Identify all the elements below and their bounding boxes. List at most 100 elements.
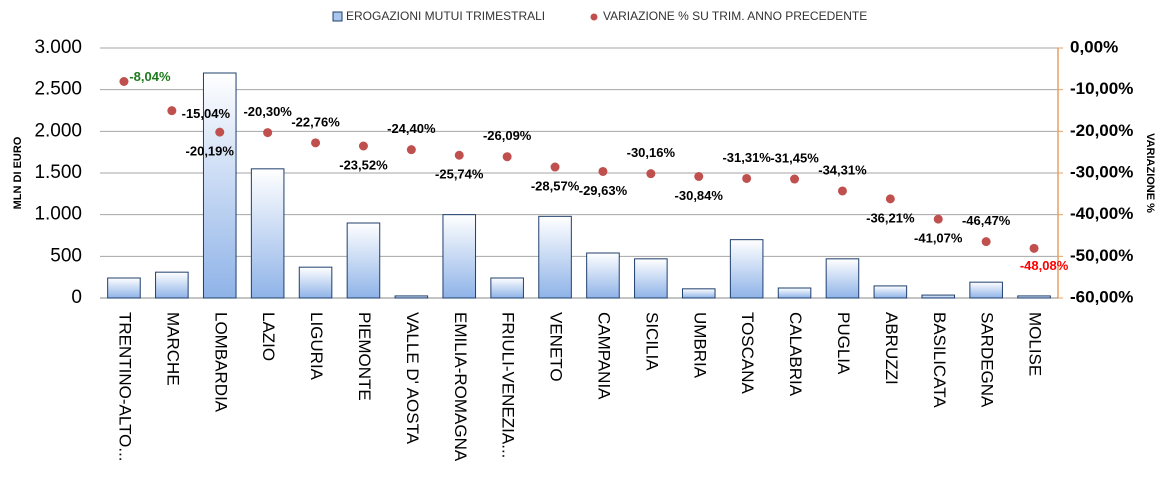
x-tick-label: VENETO [547, 312, 566, 382]
x-tick-label: PIEMONTE [355, 312, 374, 401]
x-tick-label: SARDEGNA [978, 312, 997, 408]
y2-tick-label: 0,00% [1070, 37, 1118, 56]
data-label: -41,07% [914, 231, 963, 246]
data-label: -22,76% [291, 114, 340, 129]
bar [442, 214, 477, 299]
legend-label: VARIAZIONE % SU TRIM. ANNO PRECEDENTE [603, 9, 867, 23]
y-tick-label: 2.000 [34, 120, 82, 141]
bar [1017, 295, 1051, 299]
y2-tick-label: -40,00% [1070, 204, 1133, 223]
x-tick-label: FRIULI-VENEZIA... [499, 312, 518, 458]
x-tick-label: UMBRIA [690, 312, 709, 379]
x-tick-label: CALABRIA [786, 312, 805, 397]
x-tick-label: BASILICATA [930, 312, 949, 408]
data-label: -30,16% [627, 145, 676, 160]
y2-tick-label: -50,00% [1070, 246, 1133, 265]
point [550, 162, 560, 172]
point [1029, 243, 1039, 253]
x-tick-label: CAMPANIA [594, 312, 613, 400]
bar [634, 258, 668, 299]
point [454, 150, 464, 160]
y-tick-label: 1.000 [34, 204, 82, 225]
x-tick-label: LOMBARDIA [211, 312, 230, 413]
data-label: -46,47% [962, 213, 1011, 228]
data-label: -31,31% [722, 150, 771, 165]
y-tick-label: 2.500 [34, 79, 82, 100]
bar [298, 266, 333, 299]
data-label: -34,31% [818, 162, 867, 177]
bar [681, 288, 716, 299]
y2-tick-label: -60,00% [1070, 287, 1133, 306]
x-tick-label: ABRUZZI [882, 312, 901, 385]
bar [250, 168, 285, 299]
data-label: -30,84% [675, 188, 724, 203]
point [933, 214, 943, 224]
bar [490, 277, 524, 299]
legend-label: EROGAZIONI MUTUI TRIMESTRALI [346, 9, 545, 23]
bar [825, 258, 860, 299]
bar [729, 239, 764, 299]
data-label: -23,52% [339, 157, 388, 172]
point [167, 106, 177, 116]
legend-swatch [590, 13, 598, 21]
point [598, 166, 608, 176]
data-label: -48,08% [1020, 258, 1069, 273]
x-tick-label: VALLE D' AOSTA [403, 312, 422, 445]
point [742, 173, 752, 183]
bar [969, 281, 1003, 299]
x-tick-label: MARCHE [163, 312, 182, 386]
bar [873, 285, 908, 299]
y-tick-label: 0 [71, 287, 82, 308]
point [406, 145, 416, 155]
data-label: -29,63% [579, 183, 628, 198]
x-tick-label: PUGLIA [834, 312, 853, 375]
y-tick-label: 3.000 [34, 37, 82, 58]
bar [155, 271, 189, 299]
y2-tick-label: -10,00% [1070, 79, 1133, 98]
x-tick-label: LIGURIA [307, 312, 326, 381]
point [885, 194, 895, 204]
point [119, 77, 129, 86]
data-label: -25,74% [435, 167, 484, 182]
x-tick-label: LAZIO [259, 312, 278, 361]
data-label: -20,19% [186, 144, 235, 159]
point [311, 138, 321, 148]
point [263, 128, 273, 138]
y2-tick-label: -30,00% [1070, 162, 1133, 181]
bar [107, 277, 141, 299]
data-label: -28,57% [531, 178, 580, 193]
data-label: -26,09% [483, 128, 532, 143]
point [694, 172, 704, 181]
bar [202, 72, 237, 299]
bar [921, 294, 956, 299]
bar [586, 252, 620, 299]
x-tick-label: EMILIA-ROMAGNA [451, 312, 470, 462]
point [646, 169, 656, 179]
bar [538, 215, 572, 299]
y-axis-label: MLN DI EURO [12, 136, 24, 209]
y-tick-label: 500 [50, 245, 82, 266]
data-label: -24,40% [387, 121, 436, 136]
point [502, 152, 512, 162]
legend-swatch [332, 11, 343, 22]
data-label: -15,04% [182, 106, 231, 121]
bar [346, 222, 381, 299]
data-label: -20,30% [243, 104, 292, 119]
x-tick-label: SICILIA [642, 312, 661, 371]
data-label: -31,45% [770, 150, 819, 165]
bar [394, 295, 429, 299]
point [215, 127, 225, 137]
x-tick-label: MOLISE [1026, 312, 1045, 376]
data-label: -8,04% [129, 69, 171, 84]
point [981, 237, 991, 247]
x-tick-label: TOSCANA [738, 312, 757, 395]
point [790, 174, 800, 184]
y2-tick-label: -20,00% [1070, 121, 1133, 140]
x-tick-label: TRENTINO-ALTO... [115, 312, 134, 462]
point [837, 186, 847, 196]
bar [777, 287, 812, 299]
point [358, 141, 368, 151]
data-label: -36,21% [866, 210, 915, 225]
y2-axis-label: VARIAZIONE % [1144, 133, 1156, 213]
